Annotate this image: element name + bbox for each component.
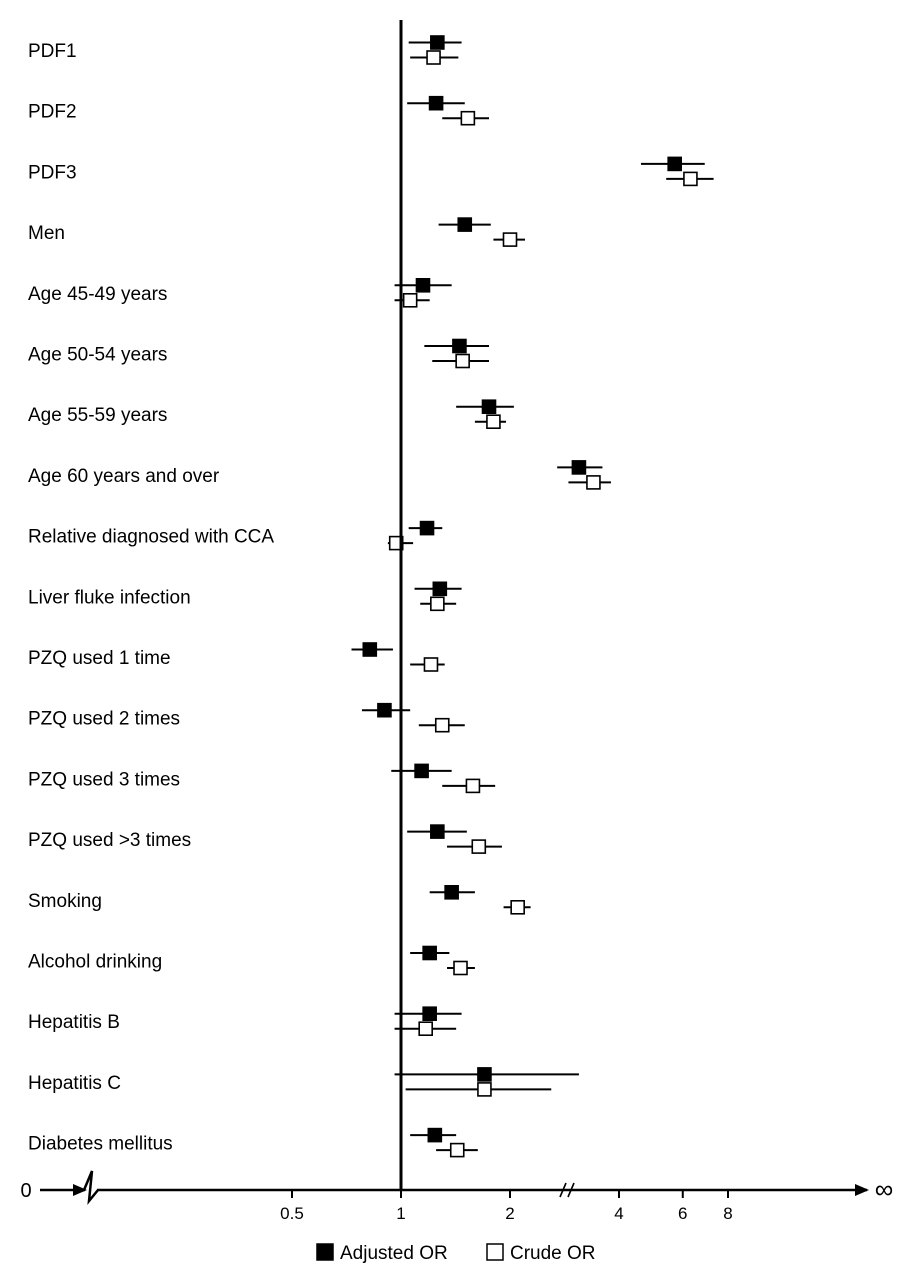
adjusted-or-marker — [430, 824, 445, 839]
crude-or-marker — [477, 1082, 492, 1097]
row-label: Age 50-54 years — [28, 345, 167, 366]
adjusted-or-marker — [457, 217, 473, 232]
estimate-row — [391, 763, 496, 794]
crude-or-marker — [460, 110, 476, 126]
adjusted-or-marker — [362, 642, 378, 657]
adjusted-or-marker — [428, 95, 444, 111]
row-label: PDF2 — [28, 102, 77, 123]
axis-tick-label: 0.5 — [280, 1204, 304, 1223]
crude-or-marker — [510, 899, 525, 915]
row-label: PDF3 — [28, 162, 77, 183]
row-label: PZQ used 1 time — [28, 648, 171, 669]
row-label: Age 60 years and over — [28, 466, 220, 487]
row-label: Relative diagnosed with CCA — [28, 527, 274, 548]
crude-or-marker — [426, 50, 441, 65]
axis-break-slash — [559, 1182, 567, 1198]
adjusted-or-marker — [427, 1127, 443, 1143]
estimate-row — [424, 338, 490, 369]
crude-or-marker — [430, 596, 445, 612]
axis-tick-label: 1 — [396, 1204, 405, 1223]
crude-or-marker — [683, 171, 698, 187]
legend-crude-label: Crude OR — [510, 1243, 596, 1264]
adjusted-or-marker — [444, 884, 459, 900]
legend: Adjusted OR Crude OR — [316, 1243, 596, 1264]
axis-break-zigzag — [82, 1170, 99, 1205]
estimate-row — [456, 399, 514, 430]
adjusted-or-marker — [419, 520, 435, 536]
estimate-row — [351, 642, 445, 672]
adjusted-or-marker — [377, 702, 392, 718]
axis-left-end-label: 0 — [20, 1180, 31, 1202]
axis-ticks: 0.5 1 2 4 6 8 — [280, 1190, 733, 1223]
crude-or-marker — [465, 778, 481, 794]
crude-or-marker — [402, 292, 418, 308]
estimate-row — [438, 217, 525, 247]
row-label: PZQ used 2 times — [28, 709, 180, 730]
estimate-row — [394, 1067, 579, 1097]
crude-or-marker — [418, 1021, 433, 1037]
estimate-row — [407, 95, 490, 126]
estimate-row — [361, 702, 465, 733]
adjusted-or-marker — [667, 156, 682, 172]
crude-or-marker — [423, 657, 439, 672]
estimate-rows — [351, 35, 714, 1158]
estimate-row — [640, 156, 714, 187]
row-label: PZQ used 3 times — [28, 769, 180, 790]
estimate-row — [408, 35, 462, 65]
axis-tick-label: 2 — [505, 1204, 514, 1223]
crude-or-marker — [449, 1142, 465, 1158]
row-label: Hepatitis C — [28, 1073, 121, 1094]
crude-or-marker — [471, 839, 487, 854]
x-axis: 0.5 1 2 4 6 8 0 ∞ — [20, 1170, 894, 1223]
adjusted-or-marker — [452, 338, 467, 354]
crude-or-marker — [453, 960, 468, 976]
row-label: Age 55-59 years — [28, 405, 167, 426]
adjusted-or-marker — [477, 1067, 492, 1082]
row-label: Age 45-49 years — [28, 284, 167, 305]
row-label: Men — [28, 223, 65, 244]
estimate-row — [394, 1006, 462, 1037]
legend-crude-swatch — [486, 1243, 504, 1261]
estimate-row — [414, 581, 462, 612]
adjusted-or-marker — [422, 1006, 437, 1022]
estimate-row — [429, 884, 531, 915]
estimate-row — [410, 945, 475, 976]
axis-tick-label: 4 — [614, 1204, 623, 1223]
crude-or-marker — [486, 414, 501, 430]
adjusted-or-marker — [414, 763, 429, 779]
estimate-row — [387, 520, 443, 551]
legend-adjusted-label: Adjusted OR — [340, 1243, 448, 1264]
estimate-row — [394, 277, 452, 308]
row-label: Smoking — [28, 891, 102, 912]
adjusted-or-marker — [571, 460, 587, 475]
axis-tick-label: 6 — [678, 1204, 687, 1223]
adjusted-or-marker — [422, 945, 437, 961]
crude-or-marker — [388, 535, 404, 551]
adjusted-or-marker — [415, 277, 431, 293]
estimate-row — [557, 460, 611, 490]
crude-or-marker — [586, 475, 601, 490]
axis-right-end-label: ∞ — [875, 1174, 894, 1204]
crude-or-marker — [455, 353, 470, 369]
adjusted-or-marker — [432, 581, 448, 597]
estimate-row — [407, 824, 502, 854]
row-label: Hepatitis B — [28, 1012, 120, 1033]
legend-adjusted-swatch — [316, 1243, 334, 1261]
adjusted-or-marker — [430, 35, 445, 50]
estimate-row — [410, 1127, 478, 1158]
row-label: Diabetes mellitus — [28, 1134, 173, 1155]
row-label: PDF1 — [28, 41, 77, 62]
row-label: Liver fluke infection — [28, 587, 191, 608]
crude-or-marker — [502, 232, 518, 247]
axis-tick-label: 8 — [723, 1204, 732, 1223]
adjusted-or-marker — [481, 399, 497, 415]
row-label: PZQ used >3 times — [28, 830, 191, 851]
row-label: Alcohol drinking — [28, 952, 162, 973]
axis-break-slash — [567, 1182, 575, 1198]
crude-or-marker — [434, 717, 450, 733]
axis-break-slashes — [559, 1182, 575, 1198]
row-labels: PDF1 PDF2 PDF3 Men Age 45-49 years Age 50-54 … — [28, 41, 274, 1155]
